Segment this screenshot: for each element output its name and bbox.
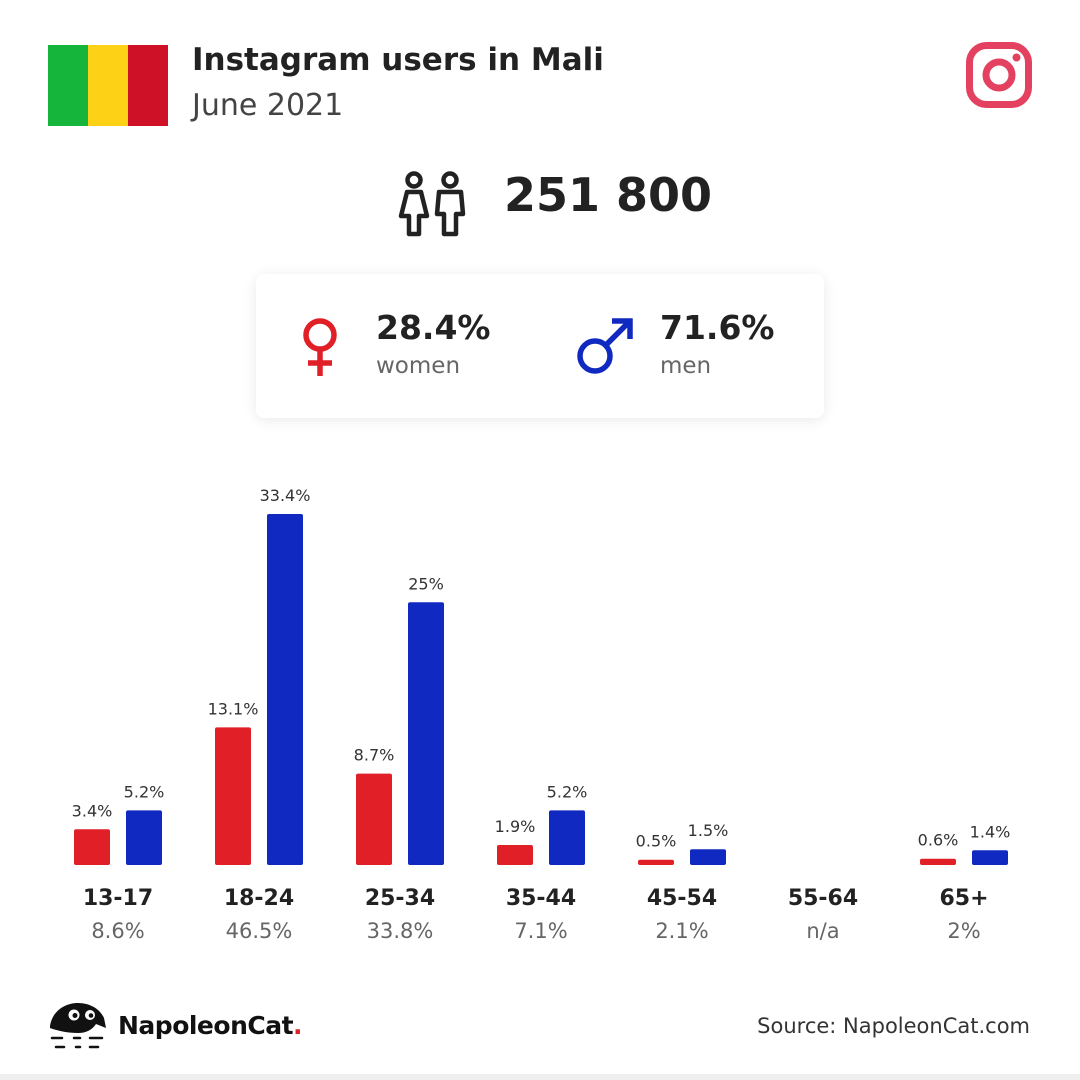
mali-flag-icon <box>48 45 168 126</box>
data-label-men-65+: 1.4% <box>970 822 1011 841</box>
bar-women-18-24 <box>215 727 251 865</box>
age-bar-chart: 3.4% 5.2% 13-17 8.6% 13.1% 33.4% 18-24 46.5% 8.7… <box>72 486 1011 943</box>
brand-dot: . <box>293 1011 303 1040</box>
men-percent: 71.6% <box>660 308 775 347</box>
category-label-13-17: 13-17 <box>83 886 153 911</box>
data-label-men-13-17: 5.2% <box>124 782 165 801</box>
category-label-55-64: 55-64 <box>788 886 858 911</box>
category-label-65+: 65+ <box>939 886 988 911</box>
category-total-55-64: n/a <box>806 919 839 943</box>
women-percent: 28.4% <box>376 308 491 347</box>
data-label-men-25-34: 25% <box>408 574 444 593</box>
bar-women-45-54 <box>638 859 674 865</box>
male-symbol-icon <box>577 318 633 374</box>
flag-stripe-red <box>128 45 168 126</box>
page-title: Instagram users in Mali <box>192 42 604 78</box>
users-couple-icon <box>398 171 466 237</box>
bar-women-13-17 <box>74 829 110 865</box>
data-label-women-45-54: 0.5% <box>636 832 677 851</box>
page-subtitle: June 2021 <box>192 88 344 123</box>
data-label-women-13-17: 3.4% <box>72 801 113 820</box>
gender-split-card <box>256 274 824 418</box>
napoleoncat-logo-icon <box>50 1003 106 1049</box>
category-total-65+: 2% <box>947 919 980 943</box>
bar-men-25-34 <box>408 602 444 865</box>
category-total-13-17: 8.6% <box>91 919 144 943</box>
data-label-women-65+: 0.6% <box>918 831 959 850</box>
data-label-men-35-44: 5.2% <box>547 782 588 801</box>
data-label-women-35-44: 1.9% <box>495 817 536 836</box>
category-total-25-34: 33.8% <box>367 919 434 943</box>
female-symbol-icon <box>303 318 337 376</box>
category-label-35-44: 35-44 <box>506 886 576 911</box>
data-label-men-45-54: 1.5% <box>688 821 729 840</box>
bar-men-18-24 <box>267 514 303 865</box>
category-label-18-24: 18-24 <box>224 886 294 911</box>
source-text: Source: NapoleonCat.com <box>757 1014 1030 1038</box>
bar-men-45-54 <box>690 849 726 865</box>
category-total-35-44: 7.1% <box>514 919 567 943</box>
instagram-icon <box>966 42 1032 108</box>
bar-men-13-17 <box>126 810 162 865</box>
bar-men-65+ <box>972 850 1008 865</box>
flag-stripe-yellow <box>88 45 128 126</box>
men-label: men <box>660 353 712 379</box>
category-total-18-24: 46.5% <box>226 919 293 943</box>
category-label-45-54: 45-54 <box>647 886 717 911</box>
bar-men-35-44 <box>549 810 585 865</box>
women-label: women <box>376 353 461 379</box>
brand-text: NapoleonCat <box>118 1011 294 1040</box>
bar-women-25-34 <box>356 773 392 865</box>
total-users-value: 251 800 <box>504 168 713 222</box>
category-label-25-34: 25-34 <box>365 886 435 911</box>
data-label-women-25-34: 8.7% <box>354 746 395 765</box>
bar-women-65+ <box>920 858 956 865</box>
flag-stripe-green <box>48 45 88 126</box>
bottom-divider <box>0 1074 1080 1080</box>
bar-women-35-44 <box>497 845 533 865</box>
data-label-women-18-24: 13.1% <box>208 699 259 718</box>
data-label-men-18-24: 33.4% <box>260 486 311 505</box>
brand-name: NapoleonCat. <box>118 1011 303 1040</box>
category-total-45-54: 2.1% <box>655 919 708 943</box>
